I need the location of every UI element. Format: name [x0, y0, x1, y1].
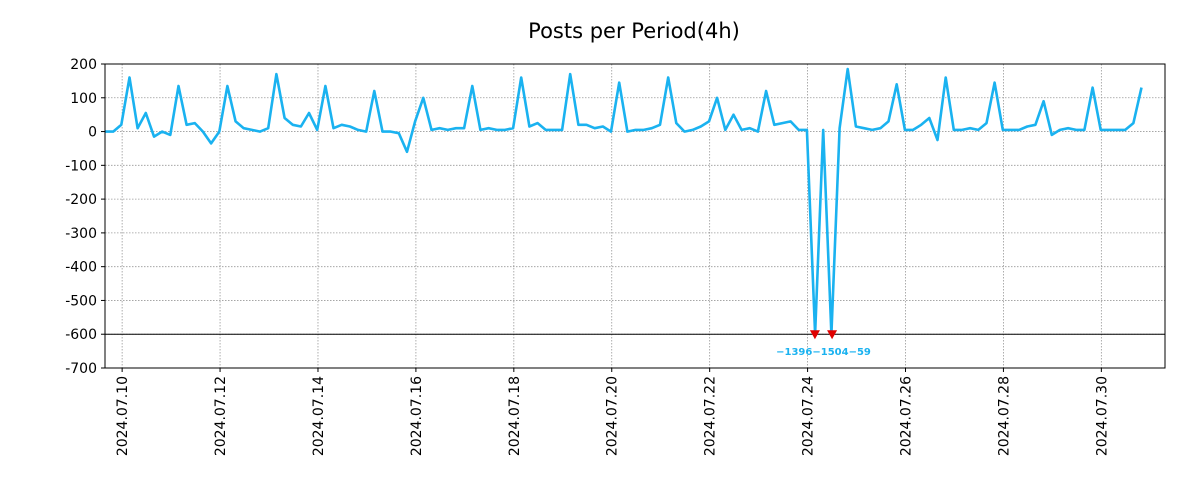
y-tick-label: -400	[65, 260, 97, 276]
y-tick-label: 100	[70, 91, 97, 107]
clip-marker	[827, 330, 838, 340]
series-line-posts	[105, 67, 1143, 336]
x-axis: 2024.07.10 2024.07.12 2024.07.14 2024.07.16…	[115, 368, 1110, 456]
y-tick-label: -600	[65, 327, 97, 343]
y-tick-label: -700	[65, 361, 97, 377]
x-tick-label: 2024.07.28	[996, 376, 1012, 456]
x-tick-label: 2024.07.14	[311, 376, 327, 456]
y-tick-label: -100	[65, 158, 97, 174]
y-tick-label: -300	[65, 226, 97, 242]
clip-value-labels: −1396−1504−59	[776, 347, 871, 358]
x-tick-label: 2024.07.18	[507, 376, 523, 456]
y-tick-label: -200	[65, 192, 97, 208]
y-axis: 200 100 0 -100 -200 -300 -400 -500 -600 -700	[65, 57, 105, 377]
x-tick-label: 2024.07.30	[1094, 376, 1110, 456]
x-tick-label: 2024.07.12	[213, 376, 229, 456]
y-tick-label: -500	[65, 293, 97, 309]
x-tick-label: 2024.07.20	[605, 376, 621, 456]
x-tick-label: 2024.07.16	[409, 376, 425, 456]
clip-markers	[809, 330, 838, 340]
x-tick-label: 2024.07.22	[703, 376, 719, 456]
y-tick-label: 200	[70, 57, 97, 73]
chart-title: Posts per Period(4h)	[528, 19, 740, 43]
plot-frame	[104, 63, 1166, 369]
grid-lines	[105, 64, 1165, 368]
clip-marker	[809, 330, 820, 340]
y-tick-label: 0	[88, 125, 97, 141]
x-tick-label: 2024.07.26	[899, 376, 915, 456]
x-tick-label: 2024.07.24	[801, 376, 817, 456]
x-tick-label: 2024.07.10	[115, 376, 131, 456]
